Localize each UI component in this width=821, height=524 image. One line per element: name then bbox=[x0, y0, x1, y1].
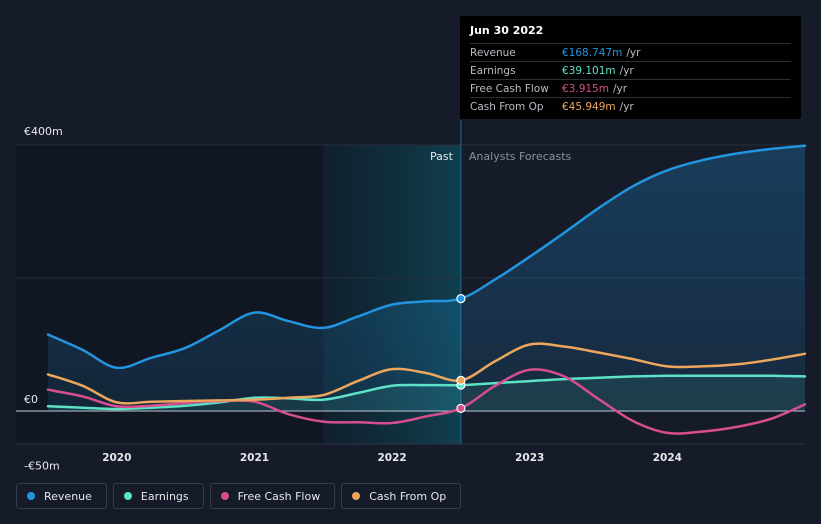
series-point-free-cash-flow bbox=[456, 403, 466, 413]
tooltip-unit: /yr bbox=[619, 64, 634, 77]
tooltip-row-revenue: Revenue €168.747m /yr bbox=[470, 43, 791, 61]
legend-item-cash-from-op[interactable]: Cash From Op bbox=[341, 483, 462, 509]
series-point-revenue bbox=[456, 294, 466, 304]
tooltip-unit: /yr bbox=[626, 46, 641, 59]
tooltip-value: €45.949m bbox=[562, 100, 616, 113]
tooltip-row-free-cash-flow: Free Cash Flow €3.915m /yr bbox=[470, 79, 791, 97]
tooltip-row-earnings: Earnings €39.101m /yr bbox=[470, 61, 791, 79]
x-tick-label: 2024 bbox=[653, 452, 682, 464]
x-tick-label: 2021 bbox=[240, 452, 269, 464]
legend-label: Free Cash Flow bbox=[237, 489, 321, 503]
tooltip: Jun 30 2022 Revenue €168.747m /yr Earnin… bbox=[460, 16, 801, 119]
legend-dot-icon bbox=[123, 492, 132, 500]
series-line-revenue bbox=[46, 144, 807, 370]
legend-label: Revenue bbox=[44, 489, 92, 503]
legend-dot-icon bbox=[220, 492, 229, 500]
x-tick-label: 2020 bbox=[102, 452, 131, 464]
tooltip-row-cash-from-op: Cash From Op €45.949m /yr bbox=[470, 97, 791, 115]
legend-label: Earnings bbox=[140, 489, 189, 503]
tooltip-value: €168.747m bbox=[562, 46, 623, 59]
series-line-free-cash-flow bbox=[46, 368, 807, 435]
y-tick-label: €0 bbox=[24, 393, 38, 406]
y-tick-label: €400m bbox=[24, 125, 63, 138]
x-tick-label: 2023 bbox=[515, 452, 544, 464]
tooltip-value: €3.915m bbox=[562, 82, 609, 95]
tooltip-unit: /yr bbox=[612, 82, 628, 95]
tooltip-date: Jun 30 2022 bbox=[470, 24, 544, 37]
tooltip-label: Free Cash Flow bbox=[470, 82, 549, 95]
y-tick-label: -€50m bbox=[24, 459, 60, 470]
legend-item-earnings[interactable]: Earnings bbox=[112, 483, 204, 509]
legend-item-revenue[interactable]: Revenue bbox=[16, 483, 107, 509]
forecast-label: Analysts Forecasts bbox=[469, 150, 572, 163]
series-line-cash-from-op bbox=[46, 342, 807, 405]
legend-item-free-cash-flow[interactable]: Free Cash Flow bbox=[209, 483, 336, 509]
series-area-earnings bbox=[48, 375, 805, 411]
legend-label: Cash From Op bbox=[369, 489, 447, 503]
tooltip-unit: /yr bbox=[619, 100, 634, 113]
legend-dot-icon bbox=[352, 492, 361, 500]
tooltip-value: €39.101m bbox=[562, 64, 616, 77]
x-tick-label: 2022 bbox=[377, 452, 406, 464]
past-label: Past bbox=[430, 150, 454, 163]
series-area-revenue bbox=[48, 145, 805, 411]
series-line-earnings bbox=[46, 374, 807, 411]
legend-dot-icon bbox=[27, 492, 35, 500]
tooltip-label: Earnings bbox=[470, 64, 516, 77]
tooltip-label: Revenue bbox=[470, 46, 516, 59]
chart-canvas: €400m €0 -€50m 2020 2021 2022 2023 2024 Past Anal… bbox=[16, 120, 807, 470]
tooltip-label: Cash From Op bbox=[470, 100, 544, 113]
legend: Revenue Earnings Free Cash Flow Cash Fro… bbox=[16, 483, 462, 509]
series-point-cash-from-op bbox=[456, 375, 466, 386]
